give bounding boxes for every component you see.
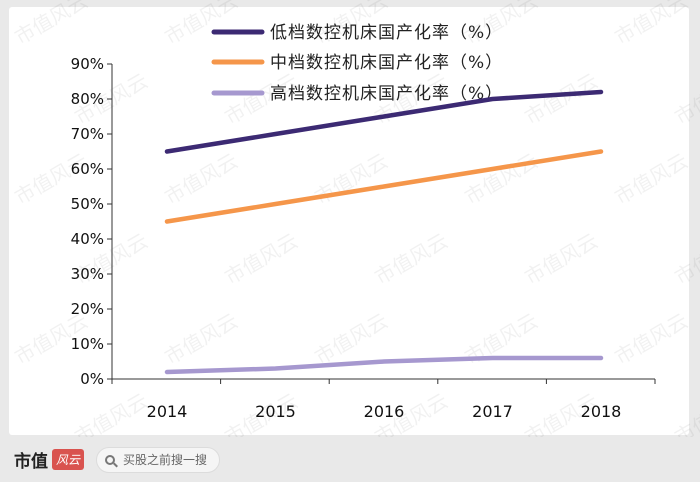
legend-label-3: 高档数控机床国产化率（%） <box>270 84 503 104</box>
y-tick-label: 70% <box>71 125 104 143</box>
x-tick-label: 2018 <box>581 402 622 421</box>
legend-label-1: 低档数控机床国产化率（%） <box>270 23 503 43</box>
search-placeholder: 买股之前搜一搜 <box>123 453 208 467</box>
watermark-text: 市值风云 <box>371 229 452 290</box>
legend-label-2: 中档数控机床国产化率（%） <box>270 53 503 73</box>
watermark-text: 市值风云 <box>161 309 242 370</box>
legend: 低档数控机床国产化率（%） 中档数控机床国产化率（%） 高档数控机床国产化率（%） <box>211 23 503 104</box>
y-tick-label: 90% <box>71 55 104 73</box>
x-tick-label: 2017 <box>472 402 513 421</box>
y-tick-label: 60% <box>71 160 104 178</box>
series-layer <box>164 89 604 375</box>
x-tick-label: 2015 <box>255 402 296 421</box>
series-line-2 <box>164 149 604 224</box>
y-tick-label: 10% <box>71 335 104 353</box>
watermark-text: 市值风云 <box>671 389 700 437</box>
brand-badge: 风云 <box>52 449 85 470</box>
y-tick-label: 0% <box>80 370 104 388</box>
brand-text: 市值 <box>14 452 48 472</box>
watermark-text: 市值风云 <box>221 229 302 290</box>
watermark-text: 市值风云 <box>611 0 692 49</box>
watermark-text: 市值风云 <box>521 229 602 290</box>
y-tick-label: 20% <box>71 300 104 318</box>
watermark-text: 市值风云 <box>611 149 692 210</box>
y-tick-label: 50% <box>71 195 104 213</box>
watermark-text: 市值风云 <box>311 149 392 210</box>
brand-logo[interactable]: 市值 风云 <box>14 447 85 472</box>
watermark-text: 市值风云 <box>611 309 692 370</box>
x-tick-label: 2016 <box>364 402 405 421</box>
watermark-text: 市值风云 <box>671 69 700 130</box>
watermark-text: 市值风云 <box>11 0 92 49</box>
watermark-text: 市值风云 <box>71 389 152 437</box>
y-tick-label: 30% <box>71 265 104 283</box>
series-line-1 <box>164 89 604 154</box>
x-tick-label: 2014 <box>147 402 188 421</box>
watermark-text: 市值风云 <box>461 149 542 210</box>
series-line-3 <box>164 355 604 375</box>
watermark-text: 市值风云 <box>161 149 242 210</box>
search-icon <box>105 454 116 465</box>
search-box[interactable]: 买股之前搜一搜 <box>96 446 221 473</box>
watermark-text: 市值风云 <box>671 229 700 290</box>
watermark-text: 市值风云 <box>521 69 602 130</box>
y-tick-label: 40% <box>71 230 104 248</box>
axes: 0% 10% 20% 30% 40% 50% 60% 70% 80% 90% 2014 2015 201… <box>71 55 656 421</box>
watermark-text: 市值风云 <box>161 0 242 49</box>
y-tick-label: 80% <box>71 90 104 108</box>
footer-bar: 市值 风云 买股之前搜一搜 <box>0 437 700 482</box>
